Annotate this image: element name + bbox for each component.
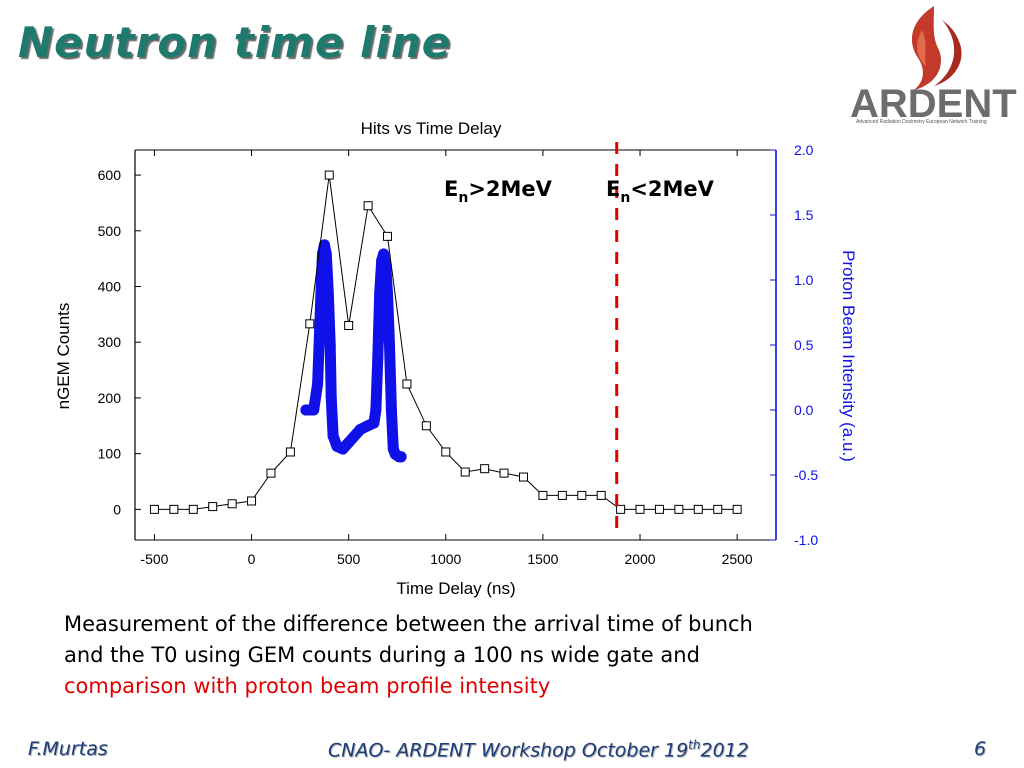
y-tick-label: 100 <box>98 446 122 462</box>
y-tick-label: 300 <box>98 334 122 350</box>
ngem-counts-point <box>616 504 626 514</box>
y2-tick-label: -1.0 <box>794 532 818 548</box>
ngem-counts-series <box>149 170 742 514</box>
ngem-counts-point <box>208 502 218 512</box>
ngem-counts-point <box>654 504 664 514</box>
proton-beam-point <box>325 391 337 403</box>
ngem-counts-point <box>596 490 606 500</box>
y2-axis-label: Proton Beam Intensity (a.u.) <box>839 250 858 462</box>
ngem-counts-point <box>557 490 567 500</box>
y-axis-label: nGEM Counts <box>54 303 73 410</box>
proton-beam-point <box>327 430 339 442</box>
y-tick-label: 200 <box>98 390 122 406</box>
y-tick-label: 500 <box>98 223 122 239</box>
caption-line-2: and the T0 using GEM counts during a 100… <box>64 643 700 667</box>
annotation-en-above: En>2MeV <box>444 177 553 206</box>
x-tick-label: 2000 <box>624 551 655 567</box>
proton-beam-point <box>383 339 395 351</box>
annotation-en-below: En<2MeV <box>606 177 715 206</box>
proton-beam-point <box>395 451 407 463</box>
proton-beam-point <box>315 300 327 312</box>
proton-beam-point <box>382 287 394 299</box>
y2-tick-label: 1.5 <box>794 207 814 223</box>
x-tick-label: 1000 <box>430 551 461 567</box>
proton-beam-line <box>300 239 407 463</box>
ngem-counts-point <box>149 504 159 514</box>
ngem-counts-point <box>305 319 315 329</box>
y2-tick-label: 0.5 <box>794 337 814 353</box>
x-tick-label: -500 <box>140 551 168 567</box>
x-tick-label: 500 <box>337 551 361 567</box>
proton-beam-point <box>372 352 384 364</box>
slide-title: Neutron time line <box>18 18 452 67</box>
ngem-counts-point <box>383 231 393 241</box>
ngem-counts-point <box>363 201 373 211</box>
ngem-counts-point <box>188 504 198 514</box>
proton-beam-point <box>318 239 330 251</box>
ngem-counts-point <box>674 504 684 514</box>
ngem-counts-point <box>499 468 509 478</box>
proton-beam-point <box>312 378 324 390</box>
x-tick-label: 1500 <box>527 551 558 567</box>
footer-page-number: 6 <box>974 738 987 760</box>
ngem-counts-point <box>732 504 742 514</box>
y2-axis-ticks: -1.0 -0.5 0.0 0.5 1.0 1.5 2.0 <box>770 142 818 548</box>
ngem-counts-point <box>635 504 645 514</box>
y2-tick-label: 1.0 <box>794 272 814 288</box>
ngem-counts-point <box>480 464 490 474</box>
ngem-counts-point <box>324 170 334 180</box>
flame-mark-icon <box>911 6 962 90</box>
caption-line-3: comparison with proton beam profile inte… <box>64 674 551 698</box>
chart-title: Hits vs Time Delay <box>361 119 502 138</box>
ngem-counts-point <box>169 504 179 514</box>
logo-tagline: Advanced Radiation Dosimetry European Ne… <box>856 119 987 125</box>
logo-wordmark: ARDENT <box>850 82 1017 126</box>
footer-event: CNAO- ARDENT Workshop October 19th2012 <box>328 738 749 762</box>
proton-beam-point <box>322 287 334 299</box>
proton-beam-point <box>380 258 392 270</box>
footer-author: F.Murtas <box>28 738 108 760</box>
ngem-counts-point <box>266 468 276 478</box>
caption: Measurement of the difference between th… <box>64 609 884 702</box>
ngem-counts-point <box>421 421 431 431</box>
proton-beam-point <box>378 248 390 260</box>
proton-beam-point <box>308 404 320 416</box>
y2-tick-label: -0.5 <box>794 467 818 483</box>
ngem-counts-point <box>247 496 257 506</box>
ngem-counts-point <box>285 447 295 457</box>
y-axis-ticks: 0 100 200 300 400 500 600 <box>98 167 141 517</box>
hits-vs-time-chart: Hits vs Time Delay -500 0 500 1000 1500 2000 2… <box>54 119 858 598</box>
ngem-counts-point <box>713 504 723 514</box>
y2-tick-label: 2.0 <box>794 142 814 158</box>
ngem-counts-point <box>577 490 587 500</box>
x-tick-label: 2500 <box>722 551 753 567</box>
proton-beam-series <box>300 239 407 463</box>
ngem-counts-point <box>441 447 451 457</box>
x-axis-ticks: -500 0 500 1000 1500 2000 2500 <box>140 150 753 567</box>
x-axis-label: Time Delay (ns) <box>396 579 515 598</box>
y-tick-label: 400 <box>98 279 122 295</box>
ngem-counts-point <box>460 467 470 477</box>
x-tick-label: 0 <box>248 551 256 567</box>
ardent-logo: ARDENT Advanced Radiation Dosimetry Euro… <box>842 0 1017 130</box>
ngem-counts-point <box>227 499 237 509</box>
ngem-counts-point <box>693 504 703 514</box>
proton-beam-point <box>385 404 397 416</box>
proton-beam-point <box>368 417 380 429</box>
ngem-counts-point <box>538 490 548 500</box>
caption-line-1: Measurement of the difference between th… <box>64 612 753 636</box>
proton-beam-point <box>370 404 382 416</box>
ngem-counts-line <box>154 175 738 510</box>
proton-beam-point <box>324 339 336 351</box>
ngem-counts-point <box>402 379 412 389</box>
y-tick-label: 0 <box>113 501 121 517</box>
proton-beam-point <box>320 248 332 260</box>
ngem-counts-point <box>344 321 354 330</box>
y-tick-label: 600 <box>98 167 122 183</box>
ngem-counts-point <box>518 472 528 482</box>
proton-beam-point <box>374 287 386 299</box>
y2-tick-label: 0.0 <box>794 402 814 418</box>
